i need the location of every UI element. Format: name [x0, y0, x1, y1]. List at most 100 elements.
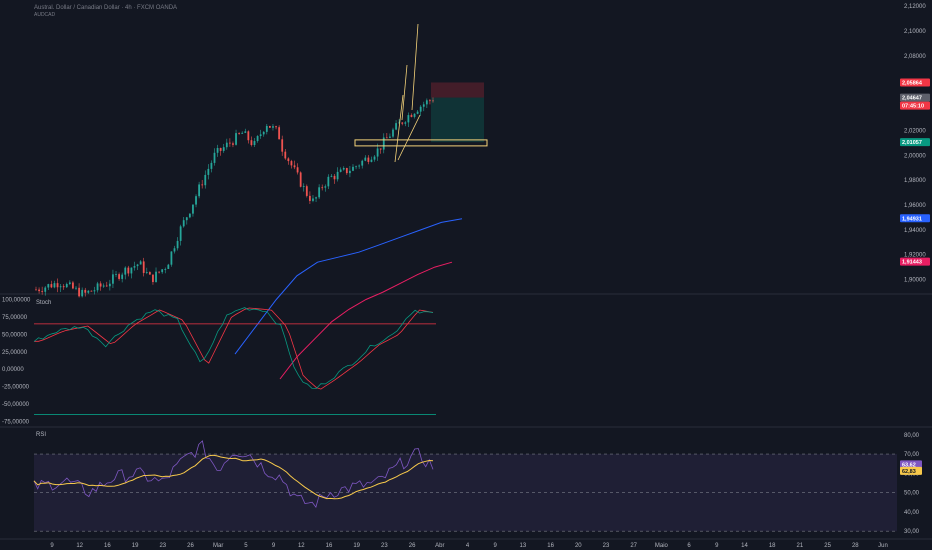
time-tick-label: 12: [298, 543, 305, 549]
candle-body: [179, 226, 182, 241]
candle-body: [373, 156, 376, 160]
candle-body: [56, 283, 59, 288]
candle-body: [145, 272, 148, 273]
candle-body: [182, 220, 185, 227]
candle-body: [207, 168, 210, 175]
candle-body: [398, 122, 401, 124]
candle-body: [299, 172, 302, 187]
candle-body: [247, 131, 250, 141]
rsi-ma-line: [33, 454, 434, 500]
candle-body: [130, 267, 133, 274]
candle-body: [173, 248, 176, 252]
candle-body: [68, 282, 71, 284]
time-tick-label: 23: [381, 543, 388, 549]
time-tick-label: 25: [824, 543, 831, 549]
candle-body: [429, 100, 431, 102]
candle-body: [84, 289, 87, 293]
candle-body: [192, 204, 194, 214]
candle-body: [170, 251, 173, 265]
price-tick-label: 2,00000: [904, 153, 926, 159]
support-zone-box: [354, 139, 488, 147]
time-tick-label: 9: [50, 543, 54, 549]
candle-body: [158, 271, 161, 273]
time-tick-label: 23: [603, 543, 610, 549]
candle-body: [256, 136, 259, 142]
stoch-tick-label: -50,00000: [2, 402, 30, 408]
time-tick-label: 26: [187, 543, 194, 549]
candle-body: [330, 175, 333, 177]
candle-body: [35, 289, 37, 291]
price-tick-label: 1,90000: [904, 278, 926, 284]
candle-body: [355, 166, 357, 168]
rsi-tick-label: 30,00: [904, 529, 920, 535]
price-tick-label: 2,12000: [904, 4, 926, 10]
candle-body: [44, 287, 47, 292]
candle-body: [244, 131, 247, 133]
rsi-tick-label: 80,00: [904, 433, 920, 439]
rsi-tick-label: 40,00: [904, 510, 920, 516]
rsi-tag: [900, 466, 922, 475]
candle-body: [379, 148, 382, 150]
price-tag-label: 2,01057: [902, 140, 922, 146]
candle-body: [87, 290, 90, 293]
candle-body: [38, 289, 40, 292]
stoch-label: Stoch: [36, 300, 51, 306]
candle-body: [195, 196, 197, 205]
stoch-tick-label: 50,00000: [2, 332, 28, 338]
candle-body: [361, 160, 364, 166]
candle-body: [225, 142, 228, 148]
price-tag: [900, 101, 930, 110]
candle-body: [124, 267, 127, 275]
stoch-k-line: [33, 307, 434, 389]
candle-body: [268, 125, 271, 128]
candle-body: [327, 176, 330, 187]
rsi-tag-label: 62,83: [902, 469, 916, 475]
candle-body: [410, 115, 413, 117]
chart-title: Austral. Dollar / Canadian Dollar · 4h ·…: [34, 5, 178, 11]
time-tick-label: 5: [244, 543, 248, 549]
candle-body: [308, 195, 311, 201]
candle-body: [432, 100, 434, 102]
stoch-tick-label: -25,00000: [2, 385, 30, 391]
price-tag: [900, 93, 930, 102]
time-tick-label: Maio: [655, 543, 669, 549]
time-tick-label: 26: [409, 543, 416, 549]
rsi-tick-label: 70,00: [904, 452, 920, 458]
candle-body: [139, 261, 142, 265]
price-tag-label: 1,91443: [902, 260, 922, 266]
candle-body: [112, 274, 114, 284]
candle-body: [419, 106, 422, 112]
time-tick-label: 14: [741, 543, 748, 549]
stoch-d-line: [34, 307, 434, 390]
candle-body: [222, 147, 225, 151]
time-tick-label: 19: [132, 543, 139, 549]
candle-body: [121, 274, 124, 279]
stoch-tick-label: 0,00000: [2, 367, 24, 373]
candle-body: [78, 287, 80, 297]
candle-body: [90, 290, 93, 292]
candle-body: [315, 197, 317, 199]
candle-body: [401, 122, 404, 124]
candle-body: [238, 133, 241, 134]
candle-body: [364, 157, 367, 161]
price-tag-label: 2,04647: [902, 96, 922, 102]
candle-body: [219, 148, 222, 151]
target-zone: [431, 97, 484, 143]
time-tick-label: 9: [272, 543, 276, 549]
price-tick-label: 1,94000: [904, 228, 926, 234]
candle-body: [176, 240, 179, 249]
candle-body: [213, 152, 216, 163]
candle-body: [342, 167, 345, 170]
candle-body: [41, 291, 44, 292]
price-tick-label: 1,92000: [904, 253, 926, 259]
candle-body: [108, 283, 111, 287]
candle-body: [318, 187, 321, 198]
price-tick-label: 1,96000: [904, 203, 926, 209]
candle-body: [105, 285, 108, 287]
time-tick-label: 16: [326, 543, 333, 549]
candle-body: [416, 111, 419, 114]
time-tick-label: 28: [852, 543, 859, 549]
price-tag: [900, 138, 930, 147]
time-tick-label: 6: [687, 543, 691, 549]
